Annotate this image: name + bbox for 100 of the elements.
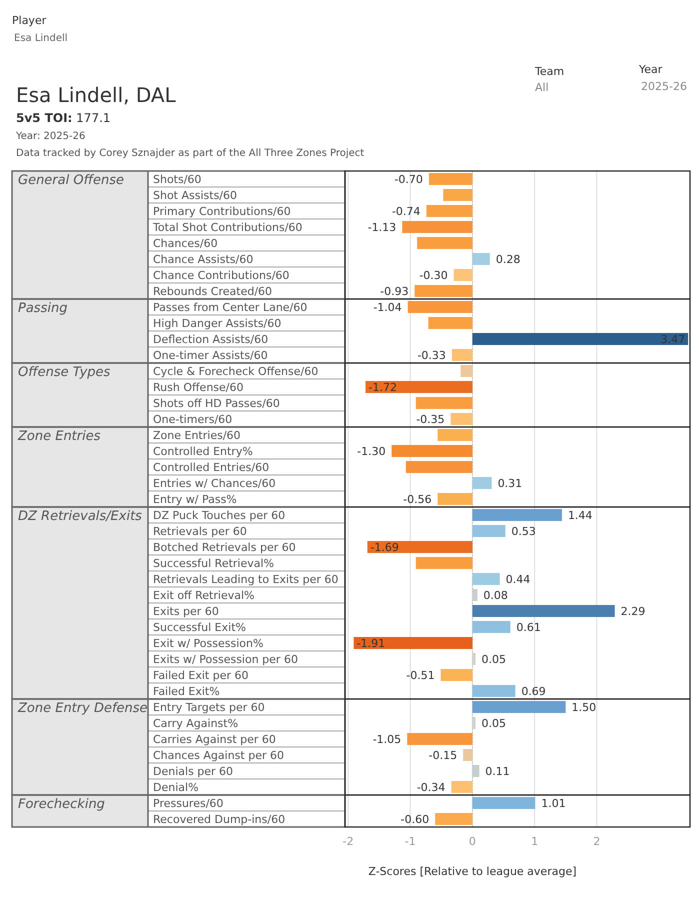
- data-label: 0.61: [516, 621, 541, 634]
- x-tick-label: 1: [531, 834, 538, 848]
- data-label: 0.05: [482, 653, 506, 666]
- bar: [428, 173, 472, 185]
- y-tick-label: DZ Puck Touches per 60: [153, 509, 286, 522]
- y-tick-label: Passes from Center Lane/60: [153, 301, 308, 314]
- data-label: -0.15: [428, 749, 458, 762]
- x-axis-title: Z-Scores [Relative to league average]: [368, 865, 577, 878]
- bar: [472, 333, 688, 345]
- bar: [472, 477, 492, 489]
- bar: [438, 493, 472, 505]
- y-tick-label: One-timers/60: [153, 413, 232, 426]
- data-label: -1.91: [356, 637, 386, 650]
- y-tick-label: Botched Retrievals per 60: [153, 541, 296, 554]
- y-tick-label: Retrievals per 60: [153, 525, 247, 538]
- x-tick-label: -2: [342, 834, 354, 848]
- bar: [472, 717, 476, 729]
- y-tick-label: Exits per 60: [153, 605, 219, 618]
- data-label: -0.70: [394, 173, 423, 186]
- x-tick-label: 2: [593, 834, 600, 848]
- bar: [417, 237, 472, 249]
- y-tick-label: Exits w/ Possession per 60: [153, 653, 298, 666]
- data-label: -1.04: [373, 301, 402, 314]
- bar: [408, 301, 472, 313]
- data-label: -1.30: [357, 445, 386, 458]
- text: General Offense: [18, 173, 124, 188]
- data-label: -0.34: [416, 781, 446, 794]
- y-tick-label: Pressures/60: [153, 797, 224, 810]
- bar: [426, 205, 472, 217]
- y-tick-label: Recovered Dump-ins/60: [153, 813, 286, 826]
- data-label: 0.53: [511, 525, 536, 538]
- y-tick-label: Retrievals Leading to Exits per 60: [153, 573, 338, 586]
- data-label: 0.28: [496, 253, 520, 266]
- bar: [472, 653, 476, 665]
- data-label: -0.33: [417, 349, 446, 362]
- bar: [454, 269, 472, 281]
- text: Team: [534, 65, 564, 78]
- bar: [463, 749, 472, 761]
- bar: [366, 381, 472, 393]
- x-tick-label: 0: [468, 834, 476, 848]
- text: Year: 2025-26: [15, 131, 86, 142]
- data-label: -0.30: [419, 269, 448, 282]
- y-tick-label: Zone Entries/60: [153, 429, 241, 442]
- text: Zone Entry Defense: [17, 701, 148, 716]
- y-tick-label: Chance Assists/60: [153, 253, 254, 266]
- bar: [472, 525, 506, 537]
- y-tick-label: Entry w/ Pass%: [153, 493, 237, 506]
- data-label: 0.44: [506, 573, 530, 586]
- bar: [472, 589, 478, 601]
- y-tick-label: Exit w/ Possession%: [153, 637, 264, 650]
- y-tick-label: Successful Retrieval%: [153, 557, 274, 570]
- data-label: 3.47: [660, 333, 686, 346]
- bar: [472, 509, 562, 521]
- y-tick-label: Shots/60: [153, 173, 202, 186]
- data-label: -1.69: [370, 541, 399, 554]
- data-label: -1.13: [368, 221, 396, 234]
- bar: [414, 285, 472, 297]
- bar: [452, 349, 472, 361]
- y-tick-label: Failed Exit%: [153, 685, 220, 698]
- text: Data tracked by Corey Sznajder as part of the All Three Zones Project: [16, 148, 364, 159]
- y-tick-label: High Danger Assists/60: [153, 317, 282, 330]
- data-label: 2.29: [620, 605, 646, 618]
- data-label: -0.60: [400, 813, 430, 826]
- y-tick-label: Chances/60: [153, 237, 218, 250]
- bar: [406, 461, 472, 473]
- bar: [407, 733, 472, 745]
- data-label: 0.69: [521, 685, 546, 698]
- data-label: 0.31: [498, 477, 522, 490]
- y-tick-label: Shots off HD Passes/60: [153, 397, 280, 410]
- bar: [472, 765, 480, 777]
- data-label: -0.74: [392, 205, 420, 218]
- text: 5v5 TOI: 177.1: [16, 111, 111, 125]
- data-label: -0.93: [380, 285, 409, 298]
- bar: [472, 573, 500, 585]
- data-label: 0.05: [482, 717, 506, 730]
- bar: [460, 365, 472, 377]
- bar: [435, 813, 472, 825]
- data-label: 1.50: [572, 701, 596, 714]
- text: Esa Lindell, DAL: [16, 83, 177, 107]
- bar: [472, 685, 516, 697]
- data-label: -0.35: [416, 413, 445, 426]
- data-label: -0.56: [403, 493, 432, 506]
- bar: [354, 637, 472, 649]
- y-tick-label: Total Shot Contributions/60: [152, 221, 302, 234]
- y-tick-label: Chances Against per 60: [153, 749, 284, 762]
- bar: [392, 445, 472, 457]
- y-tick-label: Failed Exit per 60: [153, 669, 249, 682]
- x-tick-label: -1: [404, 834, 416, 848]
- bar: [438, 429, 472, 441]
- y-tick-label: Cycle & Forecheck Offense/60: [153, 365, 318, 378]
- text: Offense Types: [18, 365, 111, 380]
- bar: [416, 557, 472, 569]
- y-tick-label: Chance Contributions/60: [153, 269, 290, 282]
- text: 2025-26: [641, 80, 687, 93]
- y-tick-label: Controlled Entry%: [153, 445, 253, 458]
- text: Passing: [18, 301, 68, 316]
- text: Player: [12, 14, 47, 27]
- y-tick-label: Shot Assists/60: [153, 189, 238, 202]
- bar: [472, 797, 536, 809]
- y-tick-label: Denial%: [153, 781, 199, 794]
